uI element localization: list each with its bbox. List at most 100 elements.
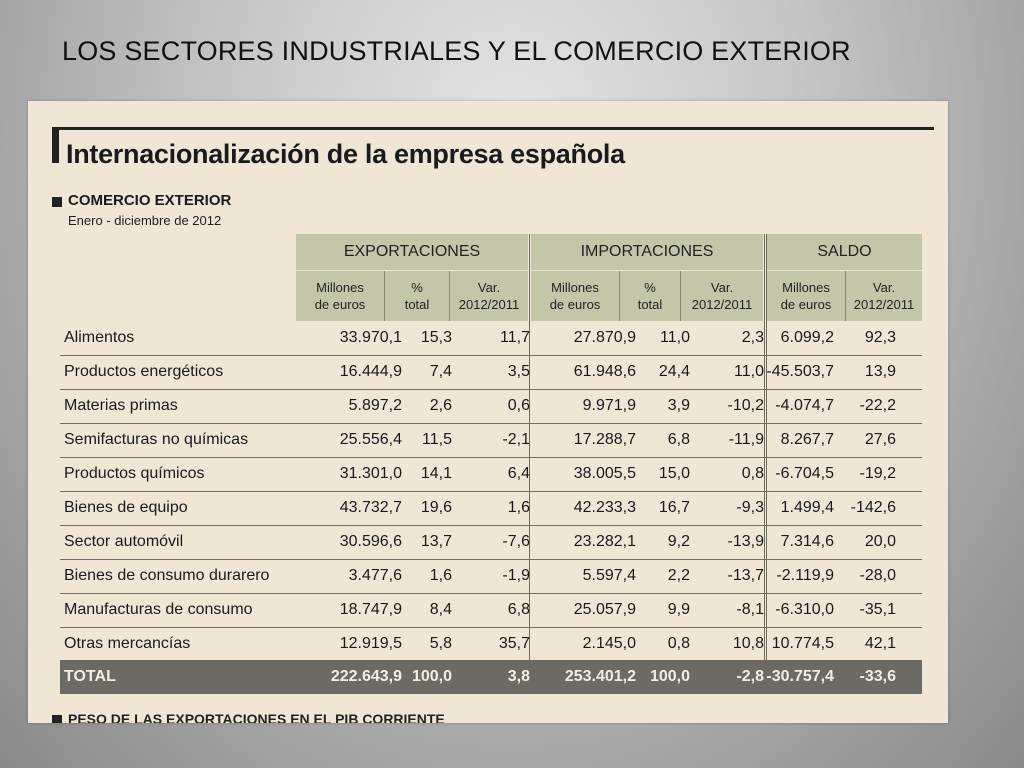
- cell-imp-millones: 42.233,3: [573, 499, 636, 516]
- cell-imp-pct: 2,2: [667, 567, 690, 584]
- row-label: Bienes de consumo durarero: [64, 567, 270, 584]
- cell-exp-pct: 2,6: [429, 397, 452, 414]
- cell-saldo-millones: 1.499,4: [780, 499, 834, 516]
- cell-saldo-var: -28,0: [859, 567, 896, 584]
- col-exp-var: Var. 2012/2011: [450, 271, 528, 321]
- newspaper-clipping: Internacionalización de la empresa españ…: [28, 101, 948, 723]
- table-row: Sector automóvil 30.596,6 13,7 -7,6 23.282,1…: [60, 525, 922, 560]
- cell-exp-pct: 1,6: [429, 567, 452, 584]
- cell-exp-millones: 25.556,4: [339, 431, 402, 448]
- cell-exp-var: -2,1: [502, 431, 530, 448]
- cell-exp-millones: 18.747,9: [339, 601, 402, 618]
- cell-imp-pct: 24,4: [658, 363, 690, 380]
- cell-exp-millones: 31.301,0: [339, 465, 402, 482]
- cell-imp-var: 10,8: [732, 635, 764, 652]
- col-imp-pct: % total: [620, 271, 680, 321]
- row-label: Alimentos: [64, 329, 135, 346]
- cell-imp-var: -8,1: [736, 601, 764, 618]
- cell-exp-pct: 13,7: [420, 533, 452, 550]
- cell-imp-var: -9,3: [736, 499, 764, 516]
- sub-separator: [619, 271, 620, 321]
- cell-imp-pct: 15,0: [658, 465, 690, 482]
- slide-title: LOS SECTORES INDUSTRIALES Y EL COMERCIO …: [62, 36, 851, 66]
- cell-exp-pct: 15,3: [420, 329, 452, 346]
- col-imp-var: Var. 2012/2011: [681, 271, 763, 321]
- cell-imp-pct: 11,0: [660, 329, 690, 346]
- table-row: Manufacturas de consumo 18.747,9 8,4 6,8 25.…: [60, 593, 922, 628]
- table-row: Productos químicos 31.301,0 14,1 6,4 38.005,…: [60, 457, 922, 492]
- cell-saldo-millones: 10.774,5: [771, 635, 834, 652]
- cell-imp-var: 2,3: [741, 329, 764, 346]
- sub-separator: [449, 271, 450, 321]
- total-saldo-var: -33,6: [859, 668, 896, 685]
- cell-exp-millones: 12.919,5: [339, 635, 402, 652]
- bottom-square-icon: [52, 715, 62, 723]
- cell-exp-pct: 11,5: [422, 431, 452, 448]
- cell-exp-pct: 8,4: [429, 601, 452, 618]
- col-exp-millones: Millones de euros: [296, 271, 384, 321]
- separator-imp-saldo-2: [766, 234, 767, 694]
- cell-exp-var: 35,7: [498, 635, 530, 652]
- cell-imp-millones: 23.282,1: [573, 533, 636, 550]
- cell-exp-millones: 43.732,7: [339, 499, 402, 516]
- separator-imp-saldo: [764, 234, 765, 694]
- cell-exp-pct: 19,6: [420, 499, 452, 516]
- cell-imp-pct: 9,2: [667, 533, 690, 550]
- cell-exp-millones: 3.477,6: [348, 567, 402, 584]
- row-label: Manufacturas de consumo: [64, 601, 253, 618]
- total-imp-var: -2,8: [736, 668, 764, 685]
- cell-imp-millones: 25.057,9: [573, 601, 636, 618]
- cell-imp-millones: 17.288,7: [573, 431, 636, 448]
- cell-saldo-var: -35,1: [859, 601, 896, 618]
- table-row: Productos energéticos 16.444,9 7,4 3,5 61.94…: [60, 355, 922, 390]
- sub-separator: [845, 271, 846, 321]
- total-imp-millones: 253.401,2: [564, 668, 636, 685]
- cell-exp-pct: 14,1: [420, 465, 452, 482]
- cell-saldo-millones: -2.119,9: [776, 567, 834, 584]
- table-row: Alimentos 33.970,1 15,3 11,7 27.870,9 11,0 2,3…: [60, 321, 922, 356]
- title-bar-marker: [52, 127, 59, 163]
- cell-exp-millones: 33.970,1: [339, 329, 402, 346]
- cell-imp-var: -13,7: [727, 567, 764, 584]
- col-saldo-var: Var. 2012/2011: [846, 271, 922, 321]
- cell-exp-millones: 30.596,6: [339, 533, 402, 550]
- cell-imp-millones: 2.145,0: [582, 635, 636, 652]
- header-saldo: SALDO: [767, 234, 922, 270]
- cell-exp-millones: 16.444,9: [339, 363, 402, 380]
- cell-exp-var: -1,9: [502, 567, 530, 584]
- cell-imp-pct: 6,8: [667, 431, 690, 448]
- cell-imp-var: 0,8: [741, 465, 764, 482]
- row-label: Bienes de equipo: [64, 499, 188, 516]
- cell-imp-var: -13,9: [727, 533, 764, 550]
- cell-imp-millones: 27.870,9: [573, 329, 636, 346]
- sub-separator: [384, 271, 385, 321]
- cell-imp-millones: 9.971,9: [582, 397, 636, 414]
- cell-imp-var: 11,0: [734, 363, 764, 380]
- header-importaciones: IMPORTACIONES: [531, 234, 763, 270]
- total-imp-pct: 100,0: [649, 668, 690, 685]
- row-label: Semifacturas no químicas: [64, 431, 249, 448]
- section-square-icon: [52, 197, 62, 207]
- total-label: TOTAL: [64, 668, 116, 685]
- col-exp-pct: % total: [385, 271, 449, 321]
- cell-saldo-var: 27,6: [864, 431, 896, 448]
- cell-imp-pct: 3,9: [667, 397, 690, 414]
- col-saldo-millones: Millones de euros: [767, 271, 845, 321]
- cell-imp-millones: 61.948,6: [573, 363, 636, 380]
- table-row: Otras mercancías 12.919,5 5,8 35,7 2.145,0 0,…: [60, 627, 922, 662]
- cell-exp-pct: 5,8: [429, 635, 452, 652]
- cell-saldo-millones: 7.314,6: [780, 533, 834, 550]
- cell-imp-pct: 9,9: [667, 601, 690, 618]
- header-exportaciones: EXPORTACIONES: [296, 234, 528, 270]
- cell-exp-pct: 7,4: [429, 363, 452, 380]
- cell-exp-var: 11,7: [500, 329, 530, 346]
- bottom-section-title-cut: PESO DE LAS EXPORTACIONES EN EL PIB CORR…: [68, 711, 445, 723]
- section-subtitle: Enero - diciembre de 2012: [68, 213, 222, 228]
- cell-saldo-var: 13,9: [864, 363, 896, 380]
- cell-exp-millones: 5.897,2: [348, 397, 402, 414]
- row-label: Productos energéticos: [64, 363, 224, 380]
- cell-exp-var: 1,6: [507, 499, 530, 516]
- cell-saldo-millones: -6.704,5: [775, 465, 834, 482]
- cell-exp-var: 6,4: [507, 465, 530, 482]
- cell-saldo-millones: 6.099,2: [780, 329, 834, 346]
